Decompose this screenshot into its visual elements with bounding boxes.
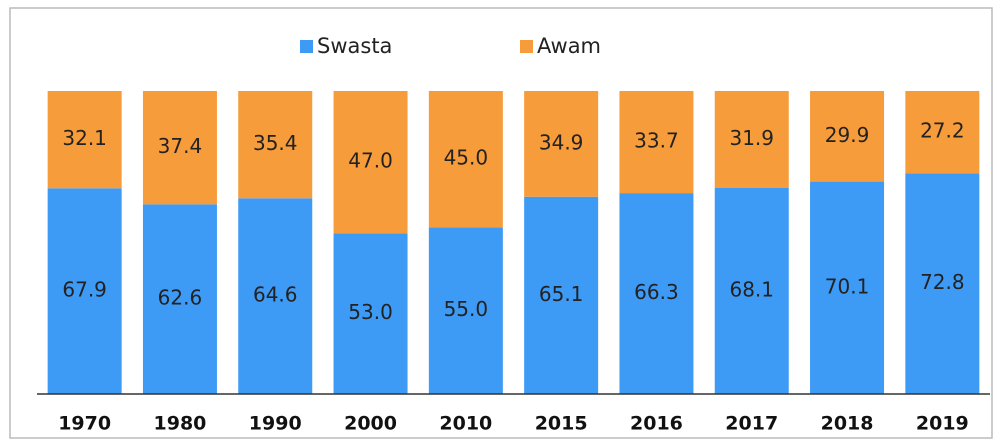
bar-segment bbox=[810, 91, 885, 182]
x-tick-label: 2015 bbox=[535, 413, 588, 435]
data-label: 31.9 bbox=[729, 126, 774, 150]
bar-segment bbox=[619, 193, 694, 394]
x-tick-label: 2017 bbox=[725, 413, 778, 435]
bar-segment bbox=[428, 227, 503, 394]
x-tick-label: 1970 bbox=[58, 413, 111, 435]
data-label: 32.1 bbox=[62, 126, 107, 150]
x-tick-label: 1980 bbox=[154, 413, 207, 435]
bar-segment bbox=[905, 91, 980, 174]
data-label: 64.6 bbox=[253, 283, 298, 307]
bar-segment bbox=[333, 91, 408, 234]
legend-swatch bbox=[520, 40, 533, 53]
data-label: 53.0 bbox=[348, 300, 393, 324]
data-label: 35.4 bbox=[253, 131, 298, 155]
x-tick-label: 1990 bbox=[249, 413, 302, 435]
data-label: 72.8 bbox=[920, 270, 965, 294]
data-label: 70.1 bbox=[825, 274, 870, 298]
data-label: 33.7 bbox=[634, 129, 679, 153]
data-label: 34.9 bbox=[539, 130, 584, 154]
x-tick-label: 2016 bbox=[630, 413, 683, 435]
data-label: 65.1 bbox=[539, 282, 584, 306]
bar-segment bbox=[238, 91, 313, 199]
data-label: 67.9 bbox=[62, 278, 107, 302]
data-label: 27.2 bbox=[920, 119, 965, 143]
bar-segment bbox=[619, 91, 694, 194]
bar-segment bbox=[905, 173, 980, 394]
bar-segment bbox=[714, 91, 789, 188]
x-tick-label: 2018 bbox=[821, 413, 874, 435]
x-tick-label: 2010 bbox=[439, 413, 492, 435]
data-label: 66.3 bbox=[634, 280, 679, 304]
data-label: 45.0 bbox=[444, 146, 489, 170]
data-label: 55.0 bbox=[444, 297, 489, 321]
bar-segment bbox=[524, 196, 599, 394]
bar-segment bbox=[428, 91, 503, 228]
legend-label: Swasta bbox=[317, 34, 392, 58]
bar-segment bbox=[142, 91, 217, 205]
data-label: 37.4 bbox=[158, 134, 203, 158]
legend-swatch bbox=[300, 40, 313, 53]
bar-segment bbox=[524, 91, 599, 197]
bar-segment bbox=[333, 233, 408, 394]
bar-segment bbox=[47, 91, 122, 189]
x-tick-label: 2019 bbox=[916, 413, 969, 435]
data-label: 29.9 bbox=[825, 123, 870, 147]
bar-segment bbox=[142, 204, 217, 394]
data-label: 62.6 bbox=[158, 286, 203, 310]
bar-segment bbox=[47, 188, 122, 394]
data-label: 47.0 bbox=[348, 149, 393, 173]
x-tick-label: 2000 bbox=[344, 413, 397, 435]
legend-label: Awam bbox=[537, 34, 601, 58]
bar-segment bbox=[810, 181, 885, 394]
data-label: 68.1 bbox=[729, 277, 774, 301]
bar-segment bbox=[714, 187, 789, 394]
bar-segment bbox=[238, 198, 313, 394]
